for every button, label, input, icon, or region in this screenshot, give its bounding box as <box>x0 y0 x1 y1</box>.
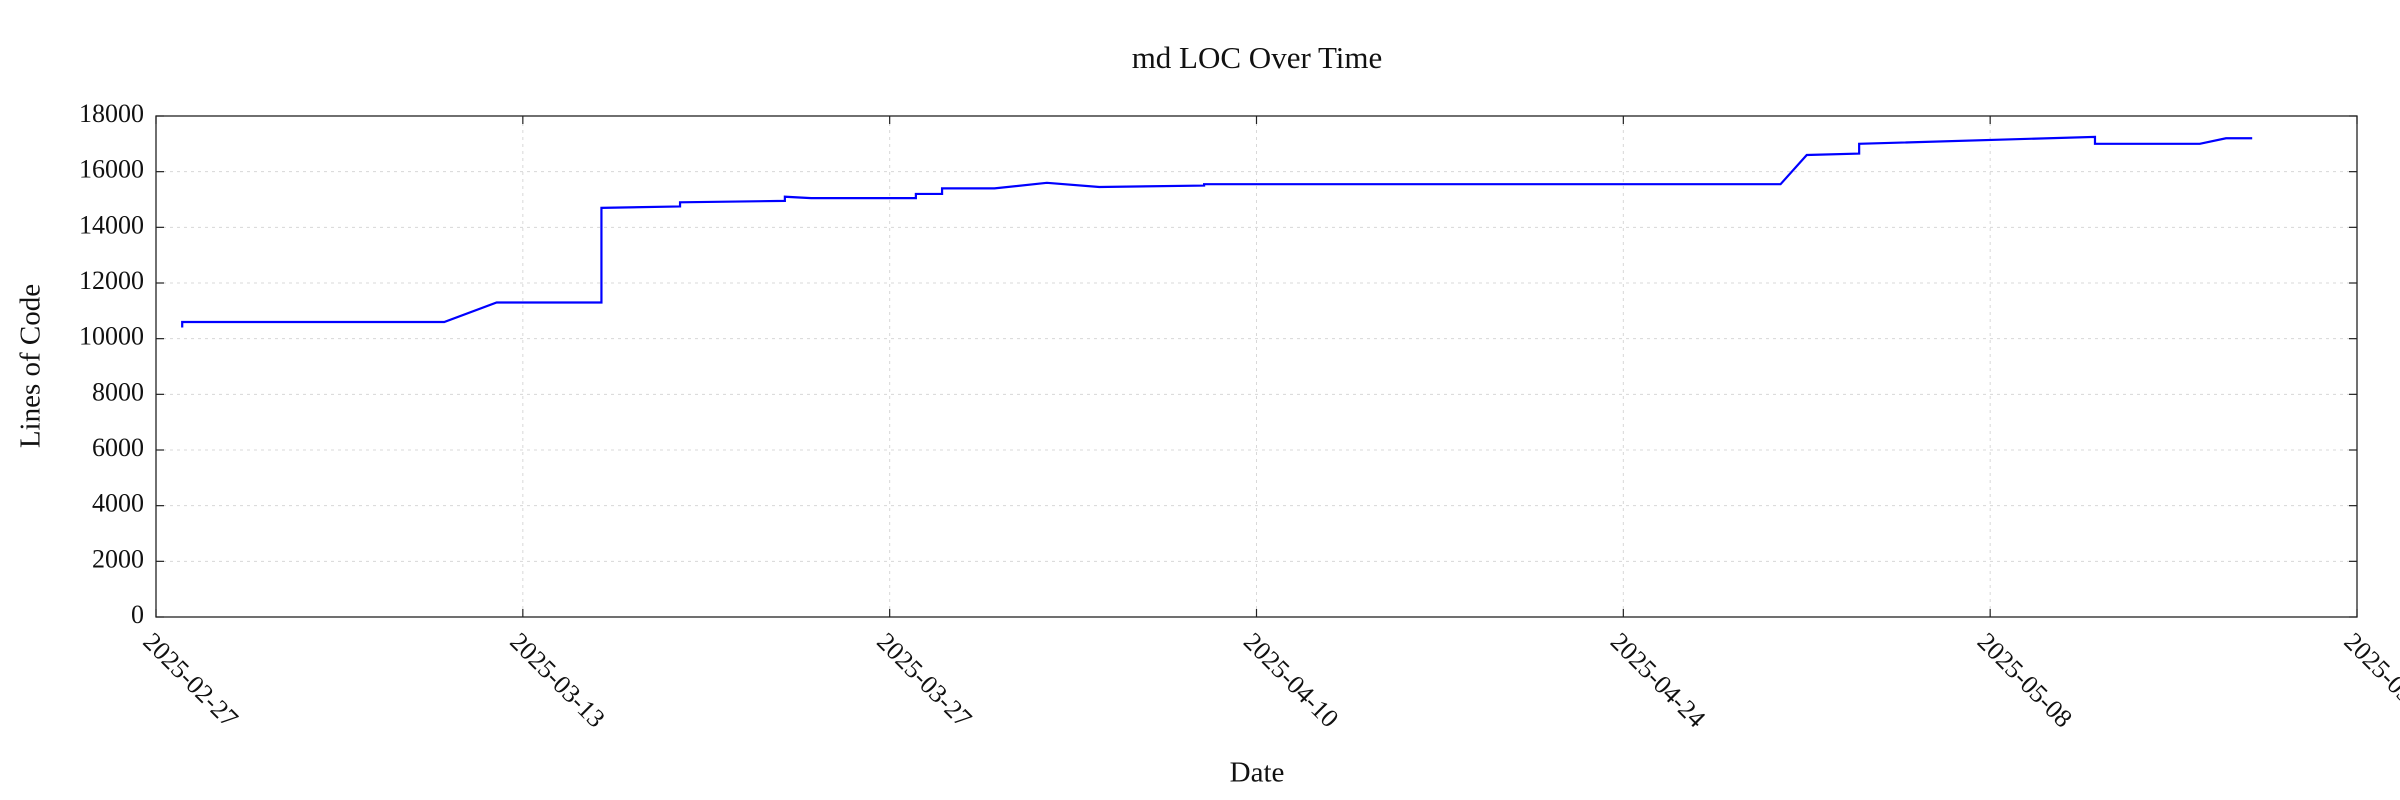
plot-frame <box>155 115 2358 618</box>
y-tick-label: 8000 <box>92 377 144 406</box>
y-tick-label: 6000 <box>92 433 144 462</box>
x-tick-label: 2025-04-24 <box>1605 627 1711 733</box>
y-tick-label: 0 <box>131 600 144 629</box>
y-tick-label: 16000 <box>79 155 144 184</box>
y-tick-label: 14000 <box>79 210 144 239</box>
x-tick-label: 2025-03-13 <box>504 627 610 733</box>
data-line <box>181 135 2253 328</box>
y-axis-label: Lines of Code <box>15 284 47 448</box>
x-axis-label: Date <box>1230 757 1285 789</box>
x-tick-label: 2025-03-27 <box>871 627 977 733</box>
x-tick-label: 2025-02-27 <box>138 627 244 733</box>
x-tick-label: 2025-05-08 <box>1972 627 2078 733</box>
x-tick-label: 2025-05-22 <box>2339 627 2400 733</box>
chart-title: md LOC Over Time <box>1132 40 1383 75</box>
y-tick-label: 18000 <box>79 99 144 128</box>
y-tick-label: 4000 <box>92 489 144 518</box>
y-tick-label: 12000 <box>79 266 144 295</box>
y-tick-label: 10000 <box>79 322 144 351</box>
y-tick-label: 2000 <box>92 544 144 573</box>
x-tick-label: 2025-04-10 <box>1238 627 1344 733</box>
